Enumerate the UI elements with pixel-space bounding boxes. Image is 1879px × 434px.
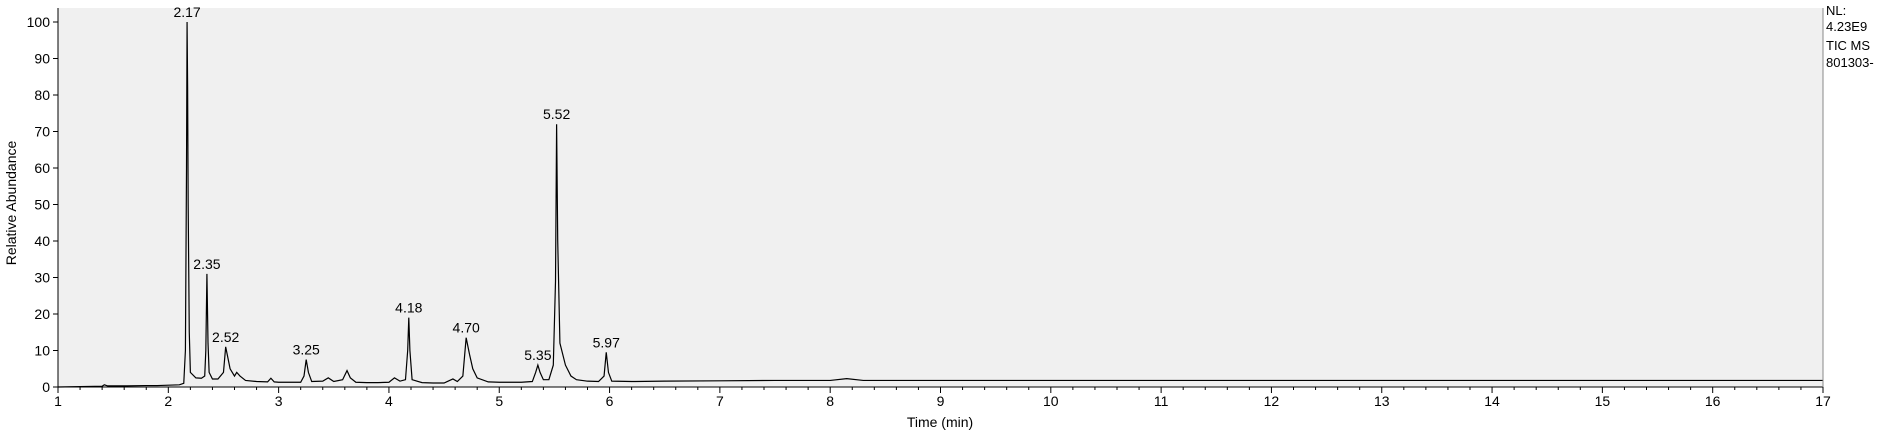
peak-label: 2.52 (212, 329, 239, 345)
x-tick-label: 8 (826, 393, 834, 409)
x-tick-label: 6 (606, 393, 614, 409)
peak-label: 4.18 (395, 300, 422, 316)
y-tick-label: 20 (34, 306, 50, 322)
y-tick-label: 50 (34, 197, 50, 213)
y-tick-label: 60 (34, 160, 50, 176)
x-tick-label: 12 (1264, 393, 1280, 409)
peak-label: 2.35 (193, 256, 220, 272)
x-axis-ticks: 1 2 3 4 5 6 7 8 9 10 11 12 13 14 15 16 17 (54, 387, 1831, 409)
tic-trace-line (57, 21, 1823, 388)
x-tick-label: 10 (1043, 393, 1059, 409)
peak-label: 5.52 (543, 106, 570, 122)
y-axis-title: Relative Abundance (3, 141, 19, 266)
peak-label: 2.17 (173, 4, 200, 20)
peak-label: 5.97 (593, 334, 620, 350)
info-line-file-name: 801303- (1826, 55, 1874, 70)
x-tick-label: 7 (716, 393, 724, 409)
x-axis-title: Time (min) (907, 414, 973, 430)
y-tick-label: 70 (34, 124, 50, 140)
x-tick-label: 13 (1374, 393, 1390, 409)
peak-label: 5.35 (524, 347, 551, 363)
x-tick-label: 3 (275, 393, 283, 409)
y-tick-label: 90 (34, 51, 50, 67)
info-line-scan-type: TIC MS (1826, 38, 1870, 53)
x-tick-label: 9 (937, 393, 945, 409)
y-tick-label: 0 (42, 379, 50, 395)
info-line-nl: NL: (1826, 3, 1846, 18)
y-tick-label: 80 (34, 87, 50, 103)
x-tick-label: 15 (1595, 393, 1611, 409)
x-tick-label: 2 (164, 393, 172, 409)
info-line-nl-value: 4.23E9 (1826, 19, 1867, 34)
peak-labels: 2.17 2.35 2.52 3.25 4.18 4.70 5.35 5.52 5.97 (173, 4, 620, 363)
y-tick-label: 10 (34, 343, 50, 359)
x-tick-label: 1 (54, 393, 62, 409)
peak-label: 3.25 (293, 342, 320, 358)
y-axis-ticks: 0 10 20 30 40 50 60 70 80 90 100 (27, 14, 58, 395)
y-tick-label: 30 (34, 270, 50, 286)
x-tick-label: 4 (385, 393, 393, 409)
y-tick-label: 100 (27, 14, 51, 30)
y-tick-label: 40 (34, 233, 50, 249)
x-tick-label: 17 (1815, 393, 1831, 409)
x-tick-label: 16 (1705, 393, 1721, 409)
x-tick-label: 5 (495, 393, 503, 409)
x-tick-label: 14 (1484, 393, 1500, 409)
peak-label: 4.70 (453, 320, 480, 336)
x-tick-label: 11 (1154, 393, 1169, 409)
plot-area-background (58, 8, 1823, 387)
